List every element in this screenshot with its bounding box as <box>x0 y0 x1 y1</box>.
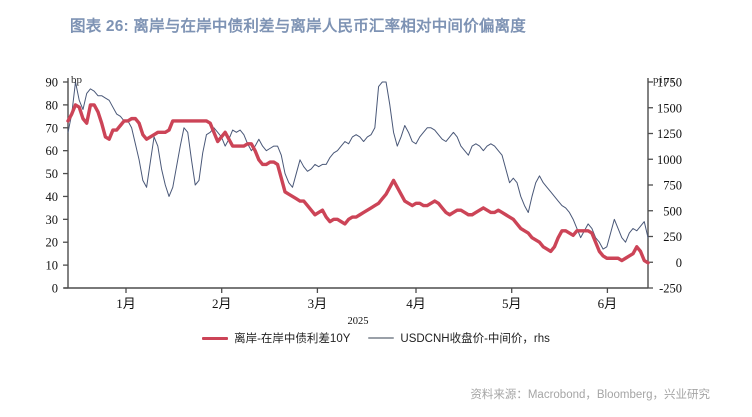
y-axis-left-unit: bp <box>71 74 82 86</box>
svg-text:20: 20 <box>46 236 59 250</box>
svg-text:0: 0 <box>676 256 682 270</box>
svg-text:2月: 2月 <box>212 296 232 311</box>
legend-label-usdcnh: USDCNH收盘价-中间价，rhs <box>400 333 550 345</box>
svg-text:750: 750 <box>663 179 682 193</box>
svg-text:6月: 6月 <box>598 296 618 311</box>
svg-text:500: 500 <box>663 204 682 218</box>
series-lines <box>66 81 650 265</box>
y-axis-right-unit: pips <box>653 74 676 86</box>
svg-text:-250: -250 <box>659 282 682 296</box>
svg-text:250: 250 <box>663 230 682 244</box>
svg-text:90: 90 <box>46 76 59 90</box>
svg-text:1250: 1250 <box>657 127 682 141</box>
legend-color-swatch-gray <box>368 337 395 339</box>
svg-text:10: 10 <box>46 259 59 273</box>
legend-item-spread[interactable]: 离岸-在岸中债利差10Y <box>202 330 350 346</box>
chart-legend: 离岸-在岸中债利差10Y USDCNH收盘价-中间价，rhs <box>0 330 752 346</box>
svg-text:70: 70 <box>46 121 59 135</box>
svg-text:1月: 1月 <box>116 296 136 311</box>
x-axis: 1月 2月 3月 4月 5月 6月 2025 <box>116 288 617 327</box>
plot-frame <box>64 78 649 289</box>
legend-label-spread: 离岸-在岸中债利差10Y <box>234 333 351 345</box>
svg-text:1000: 1000 <box>657 153 682 167</box>
svg-text:0: 0 <box>52 282 58 296</box>
svg-text:30: 30 <box>46 213 59 227</box>
page-title: 图表 26: 离岸与在岸中债利差与离岸人民币汇率相对中间价偏离度 <box>70 18 526 35</box>
y-axis-right: -250 0 250 500 750 1000 1250 1500 1750 <box>648 76 682 296</box>
y-axis-left: 0 10 20 30 40 50 60 70 80 90 <box>46 76 68 296</box>
svg-text:1750: 1750 <box>657 76 682 90</box>
svg-text:3月: 3月 <box>308 296 328 311</box>
svg-text:50: 50 <box>46 167 59 181</box>
svg-text:4月: 4月 <box>406 296 426 311</box>
legend-item-usdcnh[interactable]: USDCNH收盘价-中间价，rhs <box>368 330 550 346</box>
source-note: 资料来源：Macrobond，Bloomberg，兴业研究 <box>470 389 710 401</box>
svg-text:5月: 5月 <box>502 296 522 311</box>
legend-color-swatch-red <box>202 336 229 340</box>
svg-text:60: 60 <box>46 144 59 158</box>
svg-text:2025: 2025 <box>348 316 369 327</box>
svg-text:1500: 1500 <box>657 101 682 115</box>
svg-text:40: 40 <box>46 190 59 204</box>
svg-text:80: 80 <box>46 98 59 112</box>
